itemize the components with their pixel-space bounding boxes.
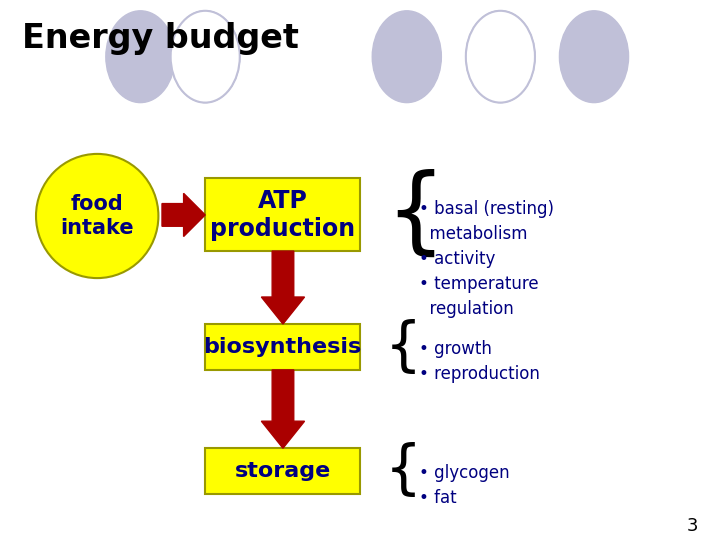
Text: ATP
production: ATP production	[210, 189, 355, 240]
Polygon shape	[261, 370, 305, 448]
Ellipse shape	[466, 11, 535, 103]
Ellipse shape	[36, 154, 158, 278]
Text: • glycogen
• fat: • glycogen • fat	[419, 464, 510, 508]
Ellipse shape	[559, 11, 629, 103]
Text: {: {	[385, 169, 446, 261]
Text: storage: storage	[235, 461, 330, 481]
FancyBboxPatch shape	[205, 448, 360, 494]
FancyBboxPatch shape	[205, 324, 360, 370]
Polygon shape	[261, 251, 305, 324]
Text: {: {	[385, 442, 423, 500]
Text: biosynthesis: biosynthesis	[204, 337, 361, 357]
Ellipse shape	[466, 11, 535, 103]
Text: • growth
• reproduction: • growth • reproduction	[419, 340, 540, 383]
Text: Energy budget: Energy budget	[22, 22, 299, 55]
Ellipse shape	[372, 11, 441, 103]
Ellipse shape	[106, 11, 175, 103]
Text: food
intake: food intake	[60, 194, 134, 238]
FancyBboxPatch shape	[205, 178, 360, 251]
Text: • basal (resting)
  metabolism
• activity
• temperature
  regulation: • basal (resting) metabolism • activity …	[419, 200, 554, 318]
Polygon shape	[162, 193, 205, 237]
Ellipse shape	[171, 11, 240, 103]
Text: {: {	[385, 319, 423, 376]
Text: 3: 3	[687, 517, 698, 535]
Ellipse shape	[171, 11, 240, 103]
